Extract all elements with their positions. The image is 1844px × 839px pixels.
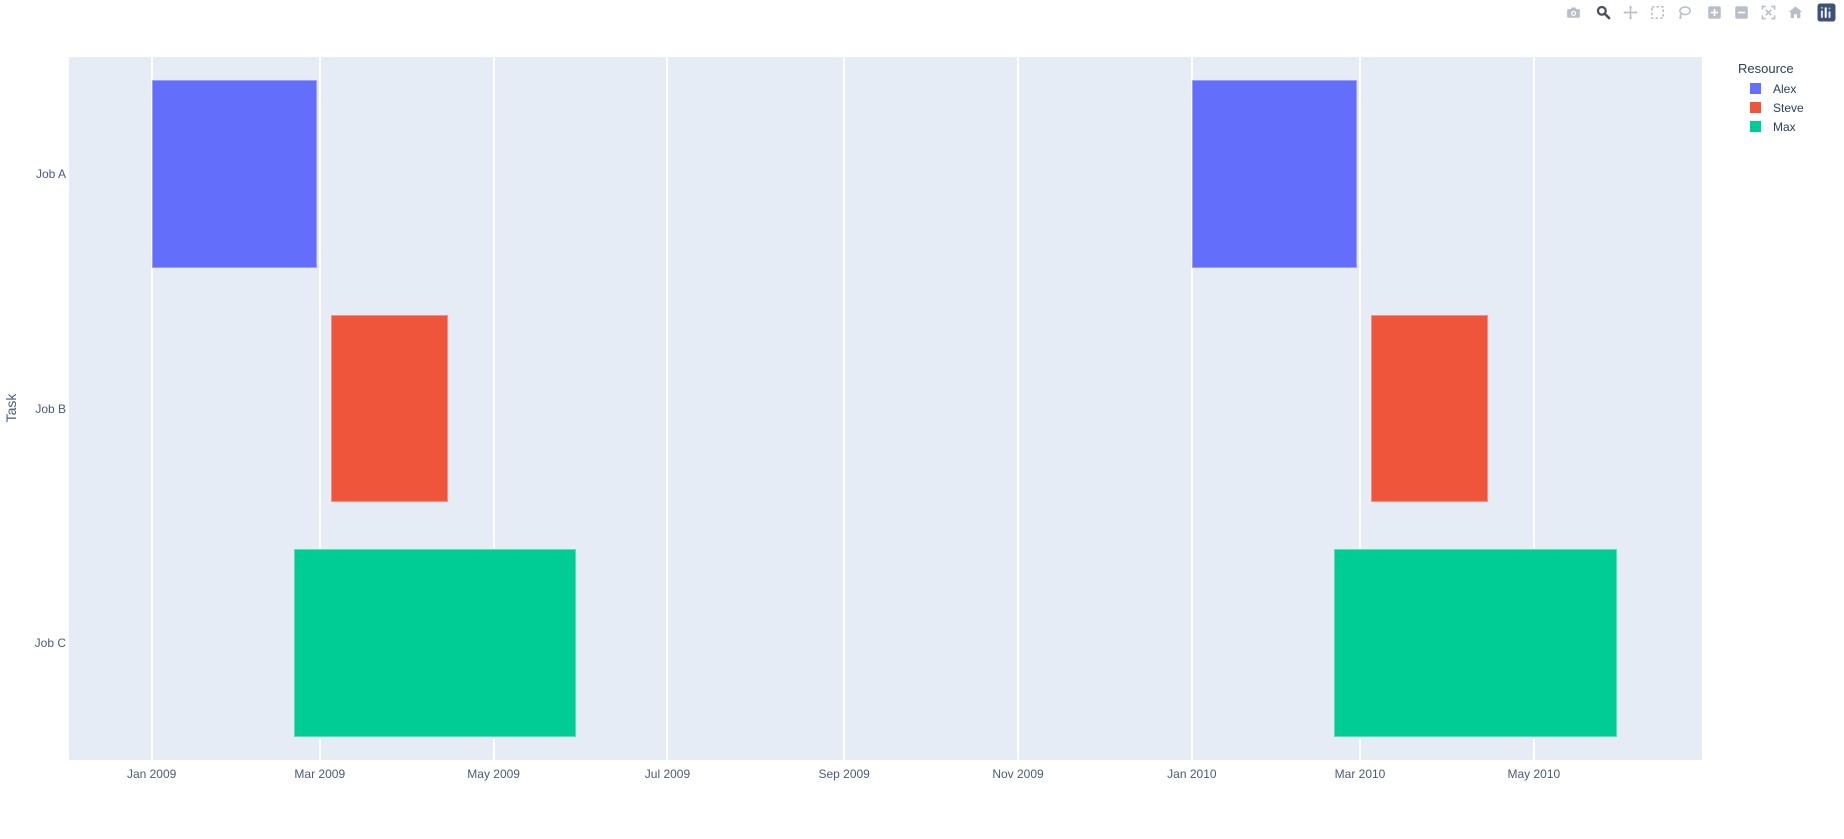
plot-area[interactable] — [69, 57, 1702, 760]
y-tick-label: Job B — [35, 401, 66, 416]
legend-items: Alex Steve Max — [1738, 79, 1804, 136]
plotly-logo-button[interactable] — [1817, 3, 1836, 22]
modebar — [1551, 3, 1836, 22]
legend-item[interactable]: Max — [1738, 117, 1804, 136]
gantt-bar[interactable] — [294, 549, 577, 737]
x-tick-label: Mar 2009 — [294, 767, 346, 781]
gantt-bar[interactable] — [331, 314, 449, 503]
legend-swatch — [1750, 83, 1761, 94]
x-tick-label: Jan 2010 — [1167, 767, 1217, 781]
autoscale-button[interactable] — [1760, 5, 1776, 21]
pan-tool-button[interactable] — [1622, 5, 1638, 21]
legend-swatch — [1750, 121, 1761, 132]
gridline — [150, 57, 153, 760]
legend-item[interactable]: Steve — [1738, 98, 1804, 117]
y-tick-label: Job C — [34, 635, 66, 650]
box-select-tool-button[interactable] — [1649, 5, 1665, 21]
gridline — [666, 57, 669, 760]
pan-icon — [1622, 5, 1638, 20]
zoom-in-button[interactable] — [1706, 5, 1722, 21]
download-png-button[interactable] — [1565, 5, 1581, 21]
gantt-bar[interactable] — [1334, 549, 1617, 737]
gantt-bar[interactable] — [1371, 314, 1489, 503]
gridline — [492, 57, 495, 760]
gridline — [1190, 57, 1193, 760]
legend: Resource Alex Steve Max — [1738, 61, 1804, 136]
lasso-select-tool-button[interactable] — [1676, 5, 1692, 21]
gantt-bar[interactable] — [1191, 80, 1358, 268]
plotly-logo-icon — [1817, 3, 1836, 22]
zoom-out-icon — [1734, 6, 1748, 19]
x-tick-label: Nov 2009 — [992, 767, 1044, 781]
modebar-group-download — [1565, 5, 1581, 21]
legend-title: Resource — [1738, 61, 1794, 76]
camera-icon — [1566, 7, 1580, 18]
gridline — [1532, 57, 1535, 760]
autoscale-icon — [1761, 5, 1775, 20]
y-tick-label: Job A — [35, 167, 66, 182]
zoom-in-icon — [1707, 6, 1721, 19]
modebar-group-logo — [1817, 3, 1836, 22]
x-tick-label: May 2010 — [1507, 767, 1561, 781]
legend-item-label: Max — [1773, 119, 1796, 134]
lasso-select-icon — [1678, 6, 1691, 19]
gantt-bar[interactable] — [151, 80, 317, 268]
modebar-group-zoom — [1706, 5, 1803, 21]
legend-item-label: Steve — [1773, 100, 1804, 115]
legend-item[interactable]: Alex — [1738, 79, 1804, 98]
zoom-tool-button[interactable] — [1595, 5, 1611, 21]
reset-axes-icon — [1788, 6, 1802, 19]
zoom-out-button[interactable] — [1733, 5, 1749, 21]
x-tick-label: Sep 2009 — [818, 767, 870, 781]
legend-item-label: Alex — [1773, 81, 1797, 96]
gridline — [843, 57, 846, 760]
legend-swatch — [1750, 102, 1761, 113]
y-axis-title: Task — [3, 393, 19, 423]
box-select-icon — [1650, 6, 1664, 19]
gridline — [318, 57, 321, 760]
modebar-group-drag — [1595, 5, 1692, 21]
x-tick-label: Jul 2009 — [644, 767, 691, 781]
x-tick-label: Jan 2009 — [126, 767, 177, 781]
reset-axes-button[interactable] — [1787, 5, 1803, 21]
zoom-icon — [1596, 5, 1610, 20]
gridline — [1359, 57, 1361, 760]
gridline — [1017, 57, 1020, 760]
x-tick-label: Mar 2010 — [1334, 767, 1386, 781]
x-tick-label: May 2009 — [467, 767, 520, 781]
